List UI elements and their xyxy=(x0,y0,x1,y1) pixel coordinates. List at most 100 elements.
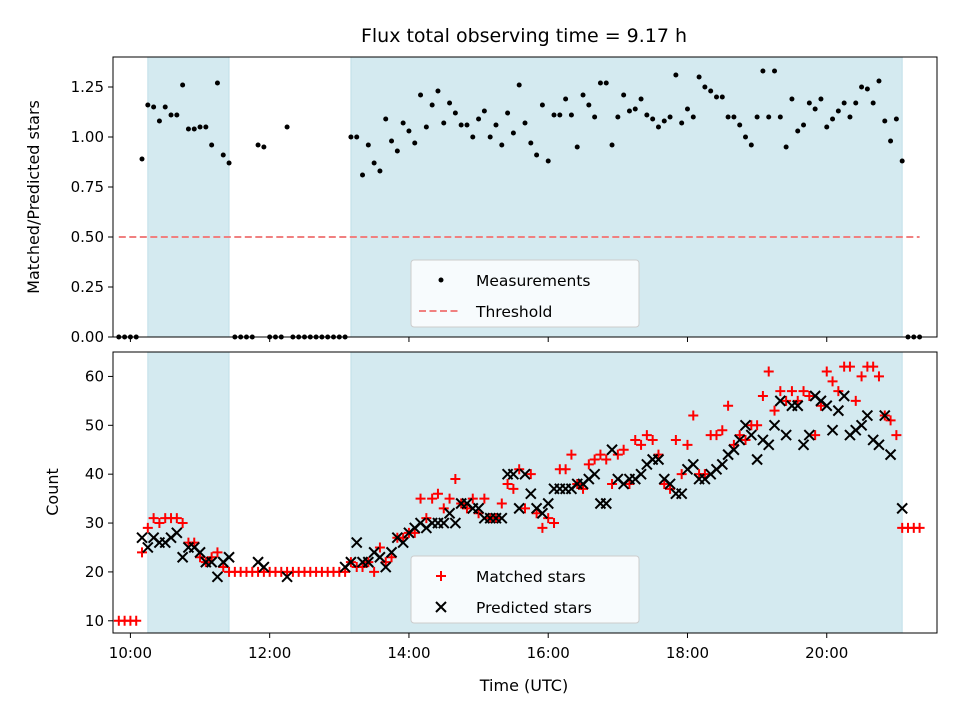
x-tick-label: 16:00 xyxy=(527,644,570,662)
predicted-star-point xyxy=(763,439,775,451)
matched-star-point xyxy=(409,527,420,538)
matched-star-point xyxy=(340,566,351,577)
predicted-star-point xyxy=(351,536,363,549)
matched-star-point xyxy=(131,615,142,626)
matched-star-point xyxy=(137,547,148,558)
measurement-point xyxy=(168,112,174,118)
observing-window xyxy=(147,351,230,634)
matched-star-point xyxy=(734,430,745,441)
x-tick-label: 18:00 xyxy=(666,644,709,662)
measurement-point xyxy=(162,104,168,110)
legend-label: Threshold xyxy=(475,303,552,321)
measurement-point xyxy=(638,96,644,102)
matched-star-point xyxy=(792,395,803,406)
measurement-point xyxy=(841,100,847,106)
predicted-star-point xyxy=(525,488,537,500)
predicted-star-point xyxy=(635,468,647,480)
matched-star-point xyxy=(450,474,461,485)
measurement-point xyxy=(812,106,818,112)
predicted-star-point xyxy=(507,468,520,480)
predicted-star-point xyxy=(542,497,554,510)
predicted-star-point xyxy=(652,453,665,466)
measurement-point xyxy=(406,128,412,134)
measurement-point xyxy=(679,120,685,126)
predicted-star-point xyxy=(385,546,398,559)
measurement-point xyxy=(389,138,395,144)
legend-label: Predicted stars xyxy=(476,599,592,617)
y-tick-label: 0.75 xyxy=(71,178,104,196)
matched-star-point xyxy=(218,562,229,573)
predicted-star-point xyxy=(211,571,224,583)
measurement-point xyxy=(772,68,778,74)
matched-star-point xyxy=(421,513,432,524)
matched-star-point xyxy=(815,400,826,411)
measurement-point xyxy=(510,130,516,136)
measurement-point xyxy=(818,96,824,102)
measurement-point xyxy=(661,118,667,124)
measurement-point xyxy=(667,114,673,120)
measurement-point xyxy=(864,86,870,92)
matched-star-point xyxy=(821,366,832,377)
matched-star-point xyxy=(833,386,844,397)
measurement-point xyxy=(882,118,888,124)
measurement-point xyxy=(766,114,772,120)
top-y-axis-label: Matched/Predicted stars xyxy=(24,100,43,294)
measurement-point xyxy=(191,126,197,132)
matched-star-point xyxy=(154,518,165,529)
measurement-point xyxy=(609,142,615,148)
measurement-point xyxy=(899,158,905,164)
measurement-point xyxy=(435,88,441,94)
predicted-star-point xyxy=(728,444,740,456)
predicted-star-point xyxy=(281,571,293,583)
y-tick-label: 0.50 xyxy=(71,228,104,246)
matched-star-point xyxy=(769,405,780,416)
measurement-point xyxy=(493,122,499,128)
measurement-point xyxy=(824,124,830,130)
matched-star-point xyxy=(549,518,560,529)
matched-star-point xyxy=(850,395,861,406)
matched-star-point xyxy=(195,552,206,563)
matched-star-point xyxy=(467,493,478,504)
legend-marker-predicted xyxy=(435,601,447,613)
measurement-point xyxy=(621,92,627,98)
measurement-point xyxy=(557,112,563,118)
matched-star-point xyxy=(525,469,536,480)
measurement-point xyxy=(853,100,859,106)
measurement-point xyxy=(731,114,737,120)
predicted-star-point xyxy=(362,556,375,568)
measurement-point xyxy=(783,144,789,150)
predicted-star-point xyxy=(803,429,816,441)
axes-frame xyxy=(112,351,938,634)
measurement-point xyxy=(690,114,696,120)
bottom-y-axis-label: Count xyxy=(43,468,62,516)
matched-star-point xyxy=(612,449,623,460)
x-tick-label: 10:00 xyxy=(109,644,152,662)
legend: Matched stars Predicted stars xyxy=(410,555,640,624)
predicted-star-point xyxy=(536,507,549,519)
x-tick-label: 20:00 xyxy=(805,644,848,662)
measurement-point xyxy=(441,120,447,126)
measurement-point xyxy=(893,116,899,122)
predicted-star-point xyxy=(884,448,897,461)
matched-star-point xyxy=(636,439,647,450)
measurement-point xyxy=(632,106,638,112)
measurement-point xyxy=(708,88,714,94)
matched-star-point xyxy=(142,522,153,533)
matched-star-point xyxy=(537,522,548,533)
predicted-star-point xyxy=(513,502,525,515)
measurement-point xyxy=(365,142,371,148)
y-tick-label: 60 xyxy=(85,367,104,385)
predicted-star-point xyxy=(449,517,462,529)
measurement-point xyxy=(284,124,290,130)
measurement-point xyxy=(586,102,592,108)
matched-star-point xyxy=(775,386,786,397)
y-tick-label: 40 xyxy=(85,465,104,483)
measurement-point xyxy=(713,94,719,100)
predicted-star-point xyxy=(600,497,612,510)
predicted-star-point xyxy=(194,546,206,559)
matched-star-point xyxy=(665,483,676,494)
measurement-point xyxy=(592,114,598,120)
legend-box xyxy=(410,259,640,328)
measurement-point xyxy=(737,122,743,128)
matched-star-point xyxy=(578,483,589,494)
